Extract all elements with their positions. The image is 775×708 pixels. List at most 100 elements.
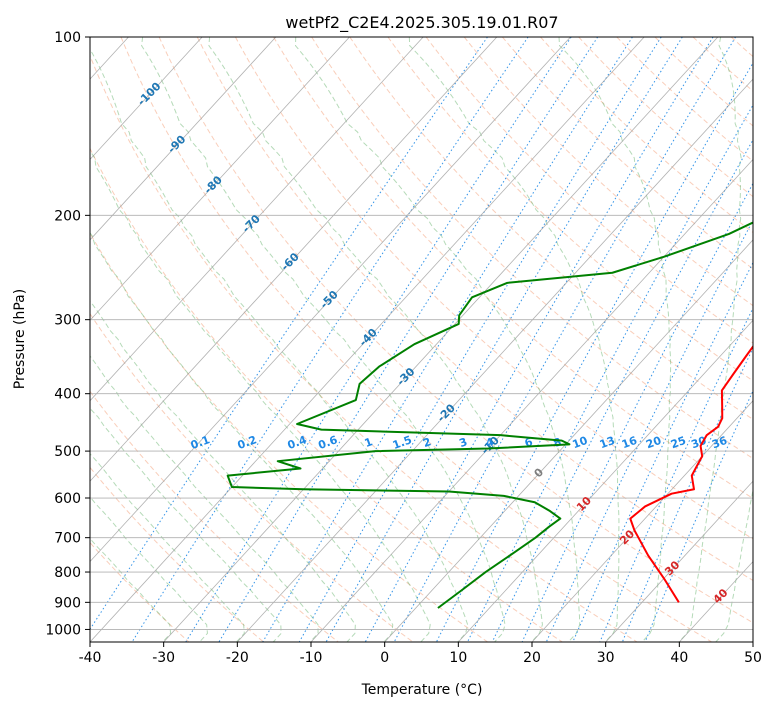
moist-adiabat <box>90 537 172 642</box>
x-tick-label: 50 <box>744 650 762 666</box>
mixing-ratio-line <box>185 37 572 642</box>
mixing-ratio-label: 0.4 <box>286 433 309 452</box>
mixing-ratio-label: 0.6 <box>317 433 340 452</box>
mixing-ratio-line <box>435 61 753 642</box>
isotherm <box>237 78 753 642</box>
x-axis-title: Temperature (°C) <box>361 682 483 698</box>
moist-adiabat <box>90 496 208 642</box>
x-tick-label: 40 <box>670 650 688 666</box>
mixing-ratio-line <box>90 37 488 631</box>
moist-adiabat <box>141 37 506 642</box>
y-tick-label: 200 <box>54 208 81 224</box>
dry-adiabat <box>501 37 753 270</box>
dry-adiabat <box>578 37 753 198</box>
mixing-ratio-line <box>262 37 633 642</box>
mixing-ratio-label: 13 <box>598 434 617 451</box>
moist-adiabat <box>678 37 742 642</box>
x-tick-label: 0 <box>380 650 389 666</box>
y-tick-label: 700 <box>54 531 81 547</box>
chart-title: wetPf2_C2E4.2025.305.19.01.R07 <box>285 13 558 33</box>
mixing-ratio-line <box>491 138 753 642</box>
mixing-ratio-label: 6 <box>523 435 535 450</box>
moist-adiabat <box>90 232 394 642</box>
mixing-ratio-line <box>393 37 737 642</box>
dry-adiabat <box>90 466 264 642</box>
mixing-ratio-label: 1 <box>363 435 375 450</box>
dry-adiabat <box>90 147 563 642</box>
isotherm <box>90 37 571 563</box>
mixing-ratio-label: 16 <box>620 434 639 452</box>
mixing-ratio-label: 20 <box>644 434 663 452</box>
line-labels: -100-90-80-70-60-50-40-30-20-10010203040… <box>135 79 731 606</box>
dewpoint-profile <box>226 221 753 609</box>
isotherm <box>310 158 753 642</box>
isotherm <box>90 37 350 321</box>
mixing-ratio-label: 2 <box>421 435 433 450</box>
y-tick-label: 500 <box>54 444 81 460</box>
plot-frame <box>89 36 754 643</box>
mixing-ratio-label: 0.2 <box>236 433 259 452</box>
temperature-profile <box>629 344 753 603</box>
isotherm <box>90 37 203 161</box>
y-tick-label: 1000 <box>45 622 81 638</box>
mixing-ratio-line <box>218 37 599 642</box>
mixing-ratio-line <box>521 182 753 642</box>
mixing-ratio-line <box>298 37 662 642</box>
dry-adiabat <box>90 390 339 642</box>
y-tick-label: 800 <box>54 565 81 581</box>
mixing-ratio-line <box>572 261 753 642</box>
x-tick-label: 30 <box>597 650 615 666</box>
y-axis-title: Pressure (hPa) <box>12 289 28 389</box>
dry-adiabat <box>90 54 638 642</box>
isotherm <box>531 400 753 642</box>
x-tick-label: 20 <box>523 650 541 666</box>
y-tick-label: 100 <box>54 30 81 46</box>
moist-adiabat <box>715 487 753 642</box>
dry-adiabat <box>616 37 753 162</box>
mixing-ratio-label: 4 <box>484 435 496 450</box>
mixing-ratio-line <box>325 37 683 642</box>
isotherm <box>679 560 753 642</box>
mixing-ratio-line <box>599 307 753 642</box>
x-tick-label: -20 <box>226 650 249 666</box>
dry-adiabat <box>90 541 190 642</box>
isotherm <box>752 641 753 642</box>
mixing-ratio-line <box>644 389 753 642</box>
isotherm <box>163 37 719 642</box>
mixing-ratio-line <box>467 104 753 642</box>
profile-lines <box>226 221 753 609</box>
mixing-ratio-label: 25 <box>669 434 688 451</box>
y-tick-label: 300 <box>54 313 81 329</box>
isotherm <box>458 319 753 642</box>
mixing-ratio-label: 3 <box>457 435 469 450</box>
mixing-ratio-line <box>621 346 753 642</box>
moist-adiabat <box>295 37 581 642</box>
y-tick-label: 400 <box>54 387 81 403</box>
isotherm <box>90 37 424 402</box>
dry-adiabat <box>387 37 753 382</box>
dry-adiabat <box>158 37 753 624</box>
mixing-ratio-label: 1.5 <box>391 433 414 452</box>
y-tick-label: 600 <box>54 491 81 507</box>
moist-adiabat <box>208 37 543 642</box>
dry-adiabat <box>273 37 753 499</box>
moist-adiabat <box>90 48 469 642</box>
isotherm <box>90 37 645 642</box>
isotherm <box>605 480 753 642</box>
isotherm <box>90 37 498 482</box>
y-tick-label: 900 <box>54 595 81 611</box>
x-tick-label: 10 <box>449 650 467 666</box>
dry-adiabat <box>120 37 712 642</box>
mixing-ratio-label: 10 <box>571 434 590 452</box>
background-lines <box>90 37 753 642</box>
isotherm <box>90 37 277 241</box>
dry-adiabat <box>196 37 753 582</box>
x-tick-label: -40 <box>79 650 102 666</box>
mixing-ratio-label: 8 <box>551 435 563 450</box>
x-tick-label: -10 <box>300 650 323 666</box>
mixing-ratio-label: 30 <box>689 434 708 452</box>
mixing-ratio-line <box>364 37 714 642</box>
axes: -40 -30 -20 -10 0 10 20 30 40 5010020030040050060… <box>45 30 762 666</box>
mixing-ratio-label: 0.1 <box>189 433 212 452</box>
moist-adiabat <box>408 37 620 642</box>
